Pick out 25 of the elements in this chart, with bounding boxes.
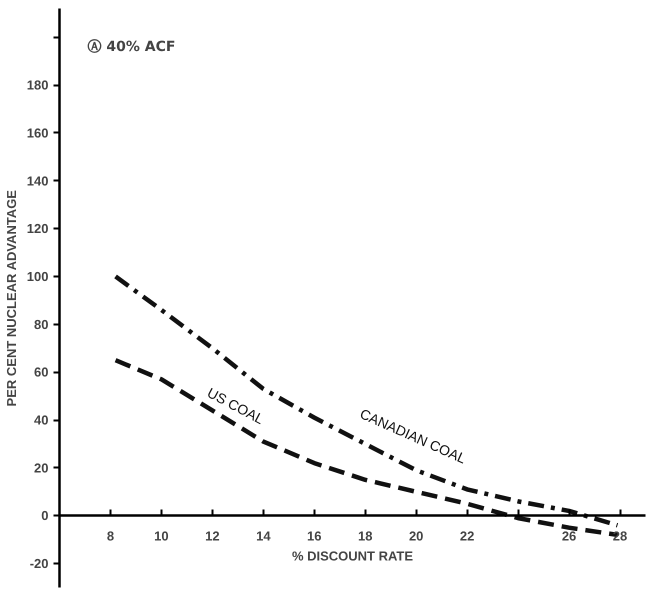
- x-tick-label: 20: [408, 528, 424, 544]
- x-tick-label: 26: [562, 528, 576, 544]
- line-series: [113, 274, 620, 528]
- x-tick-label: 18: [358, 528, 372, 544]
- x-tick-label: 28: [612, 528, 628, 544]
- y-tick-label: 40: [34, 412, 49, 428]
- y-tick-label: -20: [30, 556, 49, 572]
- y-tick-label: 60: [34, 364, 49, 380]
- x-tick-label: 10: [154, 528, 169, 544]
- x-tick-label: 8: [106, 528, 114, 544]
- x-tick-label: 12: [205, 528, 220, 544]
- y-tick-label: 20: [34, 460, 49, 476]
- y-tick-label: 80: [34, 316, 49, 332]
- y-tick-label: 180: [26, 78, 49, 93]
- x-tick-label: 22: [460, 528, 474, 544]
- x-tick-label: 14: [256, 528, 272, 544]
- text: Ⓐ 40% ACF: [88, 38, 176, 55]
- y-tick-label: 100: [26, 268, 49, 284]
- x-tick-label: 16: [307, 528, 322, 544]
- y-tick-label: 160: [26, 125, 49, 140]
- y-tick-label: 0: [41, 508, 49, 524]
- y-axis-title: PER CENT NUCLEAR ADVANTAGE: [4, 190, 19, 406]
- x-axis-title: % DISCOUNT RATE: [292, 548, 414, 564]
- y-tick-label: 120: [26, 221, 49, 236]
- y-tick-label: 140: [26, 173, 49, 188]
